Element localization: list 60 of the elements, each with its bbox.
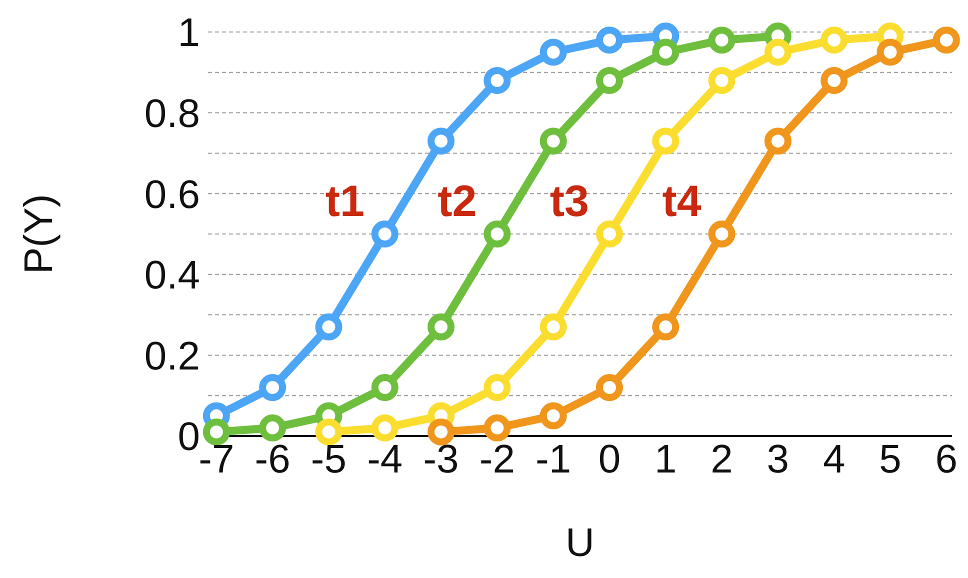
point [596,374,623,402]
x-tick-label: 2 [710,437,733,482]
x-tick-label: -1 [536,437,572,482]
point [596,66,623,94]
point [428,418,455,446]
x-tick-label: 5 [879,437,902,482]
point [371,374,398,402]
point [428,128,455,155]
series-label: t1 [325,177,364,226]
point [540,313,567,340]
x-tick-label: -5 [310,437,347,482]
point [652,128,680,155]
y-axis-title: P(Y) [17,194,62,274]
point [596,26,623,54]
point [708,66,736,94]
point [259,374,286,402]
x-tick-label: 1 [654,437,677,482]
point [484,374,511,402]
x-tick-label: -3 [423,437,459,482]
point [428,313,455,340]
series-label: t3 [550,177,590,226]
point [820,66,848,94]
point [708,26,736,54]
point [764,128,792,155]
x-tick-label: 3 [766,437,790,482]
x-tick-label: 0 [598,437,621,482]
point [315,313,342,340]
point [876,38,904,66]
y-tick-label: 1 [178,11,200,56]
y-tick-label: 0.6 [144,172,200,217]
point [315,418,342,446]
point [371,414,398,442]
point [259,414,286,442]
point [484,220,511,248]
y-tick-label: 0.4 [144,254,200,298]
series-label: t2 [438,177,477,226]
point [652,313,680,340]
point [764,38,792,66]
point [202,418,230,446]
x-tick-label: -4 [367,437,403,482]
point [652,38,680,66]
point [371,220,398,248]
x-tick-label: -2 [479,437,515,482]
x-tick-label: 6 [935,437,958,482]
point [484,66,511,94]
point [932,26,960,54]
point [596,220,623,248]
x-axis-title: U [566,521,594,565]
x-tick-label: -6 [254,437,290,482]
y-tick-label: 0.8 [144,92,200,136]
point [540,128,567,155]
point [484,414,511,442]
point [708,220,736,248]
x-tick-label: -7 [198,437,234,482]
series-label: t4 [662,177,702,226]
x-tick-label: 4 [822,437,846,482]
point [820,26,848,54]
point [540,402,567,430]
y-tick-label: 0.2 [144,334,200,378]
point [540,38,567,66]
